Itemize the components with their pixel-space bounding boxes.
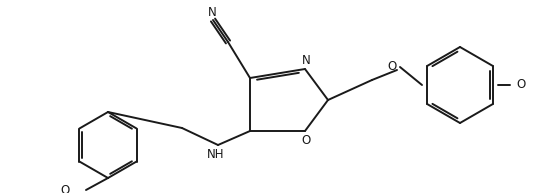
Text: NH: NH (207, 148, 225, 162)
Text: O: O (60, 184, 70, 193)
Text: O: O (516, 79, 525, 91)
Text: O: O (388, 60, 396, 74)
Text: N: N (208, 5, 216, 19)
Text: O: O (301, 134, 311, 146)
Text: N: N (302, 54, 310, 68)
